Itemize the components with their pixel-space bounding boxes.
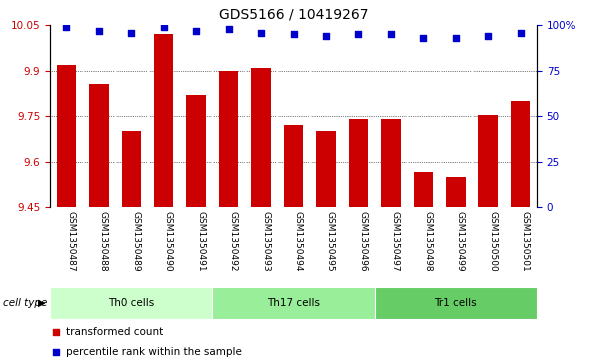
Text: GSM1350488: GSM1350488 bbox=[99, 211, 108, 272]
Point bbox=[159, 24, 169, 30]
Point bbox=[94, 28, 104, 34]
Bar bbox=[219, 71, 238, 207]
Text: Th0 cells: Th0 cells bbox=[108, 298, 155, 308]
Bar bbox=[446, 177, 466, 207]
Text: percentile rank within the sample: percentile rank within the sample bbox=[66, 347, 242, 357]
Bar bbox=[414, 172, 433, 207]
Text: GSM1350497: GSM1350497 bbox=[391, 211, 400, 272]
Bar bbox=[57, 65, 76, 207]
Text: GSM1350494: GSM1350494 bbox=[294, 211, 303, 272]
Text: GSM1350495: GSM1350495 bbox=[326, 211, 335, 272]
Text: GSM1350500: GSM1350500 bbox=[489, 211, 497, 272]
Point bbox=[224, 26, 234, 32]
Text: GSM1350491: GSM1350491 bbox=[196, 211, 205, 272]
Point bbox=[386, 32, 395, 37]
Text: Th17 cells: Th17 cells bbox=[267, 298, 320, 308]
Text: GSM1350489: GSM1350489 bbox=[131, 211, 140, 272]
Bar bbox=[186, 95, 206, 207]
Text: GSM1350492: GSM1350492 bbox=[229, 211, 238, 272]
Point bbox=[191, 28, 201, 34]
Bar bbox=[122, 131, 141, 207]
Bar bbox=[316, 131, 336, 207]
FancyBboxPatch shape bbox=[212, 287, 375, 319]
Bar bbox=[381, 119, 401, 207]
Point bbox=[516, 30, 526, 36]
Text: GSM1350499: GSM1350499 bbox=[456, 211, 465, 272]
Bar bbox=[251, 68, 271, 207]
Point bbox=[51, 349, 61, 355]
Text: cell type: cell type bbox=[3, 298, 47, 308]
Text: GSM1350487: GSM1350487 bbox=[66, 211, 76, 272]
Bar bbox=[511, 101, 530, 207]
Title: GDS5166 / 10419267: GDS5166 / 10419267 bbox=[219, 8, 368, 21]
Point bbox=[126, 30, 136, 36]
Text: GSM1350490: GSM1350490 bbox=[164, 211, 173, 272]
Point bbox=[354, 32, 363, 37]
Text: GSM1350498: GSM1350498 bbox=[424, 211, 432, 272]
Point bbox=[451, 35, 461, 41]
Bar bbox=[478, 115, 498, 207]
Text: GSM1350493: GSM1350493 bbox=[261, 211, 270, 272]
Point bbox=[484, 33, 493, 39]
Text: Tr1 cells: Tr1 cells bbox=[434, 298, 477, 308]
FancyBboxPatch shape bbox=[50, 287, 212, 319]
Text: ▶: ▶ bbox=[38, 298, 46, 308]
Point bbox=[51, 329, 61, 335]
FancyBboxPatch shape bbox=[375, 287, 537, 319]
Text: GSM1350501: GSM1350501 bbox=[521, 211, 530, 272]
Bar bbox=[154, 34, 173, 207]
Text: transformed count: transformed count bbox=[66, 327, 163, 337]
Point bbox=[257, 30, 266, 36]
Point bbox=[62, 24, 71, 30]
Text: GSM1350496: GSM1350496 bbox=[359, 211, 368, 272]
Bar bbox=[89, 84, 109, 207]
Point bbox=[419, 35, 428, 41]
Point bbox=[289, 32, 299, 37]
Bar bbox=[284, 125, 303, 207]
Bar bbox=[349, 119, 368, 207]
Point bbox=[321, 33, 330, 39]
